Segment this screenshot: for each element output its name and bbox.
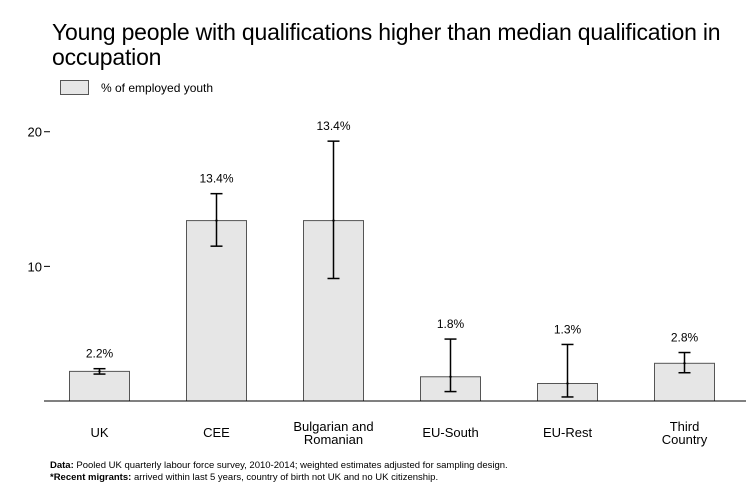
legend-label: % of employed youth xyxy=(101,80,214,95)
category-label-line-5-0: Third xyxy=(670,419,700,434)
footer-data-text: Pooled UK quarterly labour force survey,… xyxy=(73,460,508,471)
legend-swatch xyxy=(60,80,89,95)
error-bar-point-1 xyxy=(215,219,218,222)
y-tick-label-0: 10 xyxy=(28,259,42,274)
footer-line-data: Data: Pooled UK quarterly labour force s… xyxy=(50,460,508,472)
category-label-line-3-0: EU-South xyxy=(422,425,478,440)
category-label-0: UK xyxy=(90,425,108,440)
bar-0 xyxy=(69,370,130,402)
error-bar-1 xyxy=(210,192,223,247)
value-label-0: 2.2% xyxy=(86,347,114,361)
category-label-4: EU-Rest xyxy=(543,425,593,440)
error-bars-group xyxy=(93,140,691,398)
error-bar-point-4 xyxy=(566,382,569,385)
footer-data-label: Data: xyxy=(50,460,74,471)
category-label-line-2-0: Bulgarian and xyxy=(293,419,373,434)
chart-title: Young people with qualifications higher … xyxy=(52,19,721,70)
y-tick-label-1: 20 xyxy=(28,125,42,140)
category-label-2: Bulgarian and Romanian xyxy=(293,419,373,447)
category-label-line-2-1: Romanian xyxy=(304,432,363,447)
category-label-line-4-0: EU-Rest xyxy=(543,425,593,440)
bars-group xyxy=(69,220,715,402)
error-bar-3 xyxy=(444,338,457,393)
footer-line-migrants: *Recent migrants: arrived within last 5 … xyxy=(50,472,508,484)
value-label-4: 1.3% xyxy=(554,322,582,336)
category-label-1: CEE xyxy=(203,425,230,440)
footer-notes: Data: Pooled UK quarterly labour force s… xyxy=(50,460,508,484)
error-bar-point-0 xyxy=(98,370,101,373)
footer-migrants-text: arrived within last 5 years, country of … xyxy=(131,472,439,483)
x-ticks-group: UK CEE Bulgarian and Romanian EU-South EU-Res… xyxy=(90,419,707,447)
error-bar-0 xyxy=(93,367,106,375)
error-bar-4 xyxy=(561,343,574,398)
error-bar-2 xyxy=(327,140,340,280)
error-bar-point-2 xyxy=(332,219,335,222)
legend: % of employed youth xyxy=(60,80,213,95)
chart-plot: 2.2% 13.4% 13.4% 1.8% 1.3% 2.8% 10 20 UK CEE Bul… xyxy=(28,119,746,447)
y-ticks-group: 10 20 xyxy=(28,125,50,274)
category-label-line-1-0: CEE xyxy=(203,425,230,440)
value-label-1: 13.4% xyxy=(199,172,233,186)
category-label-line-5-1: Country xyxy=(662,432,708,447)
category-label-5: Third Country xyxy=(662,419,708,447)
value-label-5: 2.8% xyxy=(671,331,699,345)
value-label-2: 13.4% xyxy=(316,119,350,133)
category-label-line-0-0: UK xyxy=(90,425,108,440)
error-bar-point-5 xyxy=(683,362,686,365)
error-bar-point-3 xyxy=(449,375,452,378)
category-label-3: EU-South xyxy=(422,425,478,440)
error-bar-5 xyxy=(678,351,691,374)
value-labels-group: 2.2% 13.4% 13.4% 1.8% 1.3% 2.8% xyxy=(86,119,699,361)
footer-migrants-label: *Recent migrants: xyxy=(50,472,132,483)
bar-1 xyxy=(186,220,247,402)
value-label-3: 1.8% xyxy=(437,317,465,331)
